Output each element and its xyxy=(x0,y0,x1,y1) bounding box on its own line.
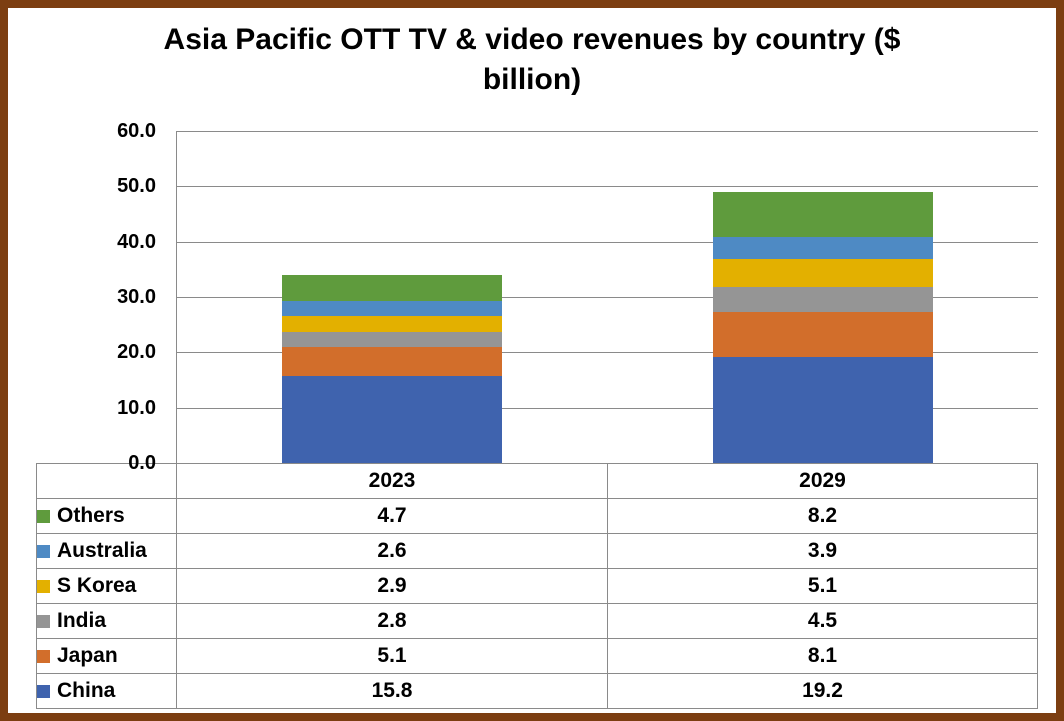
table-row-s-korea: S Korea 2.9 5.1 xyxy=(36,568,1038,604)
legend-marker-icon xyxy=(37,650,50,663)
legend-cell: India xyxy=(36,603,177,639)
gridline xyxy=(177,186,1038,188)
table-header-row: 2023 2029 xyxy=(36,463,1038,499)
bar-segment-india xyxy=(282,331,503,348)
table-row-india: India 2.8 4.5 xyxy=(36,603,1038,639)
value-cell-2029: 8.1 xyxy=(607,638,1038,674)
value-cell-2023: 15.8 xyxy=(176,673,608,709)
gridline xyxy=(177,241,1038,243)
table-row-china: China 15.8 19.2 xyxy=(36,673,1038,709)
gridline xyxy=(177,352,1038,354)
x-axis-label-2029: 2029 xyxy=(607,463,1038,499)
x-axis-label-2023: 2023 xyxy=(176,463,608,499)
table-row-japan: Japan 5.1 8.1 xyxy=(36,638,1038,674)
y-tick-label: 10.0 xyxy=(117,396,156,419)
legend-marker-icon xyxy=(37,615,50,628)
value-cell-2029: 3.9 xyxy=(607,533,1038,569)
value-cell-2023: 5.1 xyxy=(176,638,608,674)
bar-segment-others xyxy=(282,275,503,302)
legend-label: Australia xyxy=(57,539,147,562)
value-cell-2023: 2.9 xyxy=(176,568,608,604)
bar-segment-others xyxy=(712,191,933,238)
bar-segment-s-korea xyxy=(282,315,503,332)
legend-marker-icon xyxy=(37,685,50,698)
value-cell-2029: 5.1 xyxy=(607,568,1038,604)
data-table: 2023 2029 Others 4.7 8.2 Australia 2.6 3.9 S Kor… xyxy=(36,463,1038,709)
bar-segment-japan xyxy=(712,311,933,357)
gridline xyxy=(177,297,1038,298)
bar-segment-s-korea xyxy=(712,258,933,288)
gridline xyxy=(177,131,1038,132)
legend-cell: S Korea xyxy=(36,568,177,604)
gridline xyxy=(177,407,1038,409)
value-cell-2023: 2.8 xyxy=(176,603,608,639)
legend-label: China xyxy=(57,679,116,702)
table-row-australia: Australia 2.6 3.9 xyxy=(36,533,1038,569)
bar-segment-australia xyxy=(282,301,503,316)
value-cell-2029: 4.5 xyxy=(607,603,1038,639)
value-cell-2029: 8.2 xyxy=(607,498,1038,534)
y-tick-label: 50.0 xyxy=(117,175,156,198)
chart-title-text: Asia Pacific OTT TV & video revenues by … xyxy=(163,23,901,96)
y-tick-label: 40.0 xyxy=(117,230,156,253)
legend-label: Japan xyxy=(57,644,118,667)
plot-area xyxy=(176,131,1038,463)
table-row-others: Others 4.7 8.2 xyxy=(36,498,1038,534)
legend-label: S Korea xyxy=(57,574,137,597)
legend-cell: China xyxy=(36,673,177,709)
legend-cell: Australia xyxy=(36,533,177,569)
legend-label: India xyxy=(57,609,107,632)
bar-segment-china xyxy=(712,356,933,463)
stacked-bar-2029 xyxy=(712,191,933,463)
bar-segment-japan xyxy=(282,347,503,376)
y-tick-label: 30.0 xyxy=(117,286,156,308)
bar-segment-india xyxy=(712,287,933,312)
value-cell-2023: 4.7 xyxy=(176,498,608,534)
legend-marker-icon xyxy=(37,545,50,558)
legend-label: Others xyxy=(57,504,125,527)
data-table-body: 2023 2029 Others 4.7 8.2 Australia 2.6 3.9 S Kor… xyxy=(36,463,1038,709)
legend-marker-icon xyxy=(37,580,50,593)
y-tick-label: 0.0 xyxy=(128,452,156,474)
legend-cell: Others xyxy=(36,498,177,534)
bar-segment-china xyxy=(282,375,503,463)
bar-segment-australia xyxy=(712,237,933,259)
value-cell-2023: 2.6 xyxy=(176,533,608,569)
legend-marker-icon xyxy=(37,510,50,523)
legend-cell: Japan xyxy=(36,638,177,674)
value-cell-2029: 19.2 xyxy=(607,673,1038,709)
y-tick-label: 60.0 xyxy=(117,120,156,142)
stacked-bar-2023 xyxy=(282,275,503,463)
y-tick-label: 20.0 xyxy=(117,341,156,364)
chart-title: Asia Pacific OTT TV & video revenues by … xyxy=(8,20,1056,99)
